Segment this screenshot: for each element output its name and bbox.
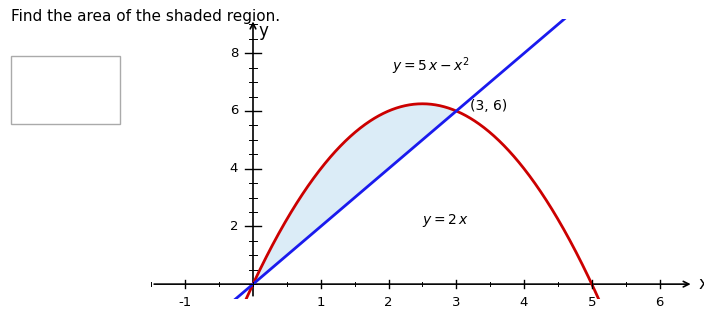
Text: x: x: [699, 275, 704, 293]
Text: 6: 6: [655, 296, 664, 309]
Text: 3: 3: [452, 296, 460, 309]
Text: 4: 4: [230, 162, 238, 175]
Text: 8: 8: [230, 47, 238, 60]
Text: 2: 2: [230, 220, 238, 233]
Text: 1: 1: [317, 296, 325, 309]
Text: $y = 5\,x - x^2$: $y = 5\,x - x^2$: [392, 55, 470, 77]
Text: -1: -1: [179, 296, 192, 309]
Text: 2: 2: [384, 296, 393, 309]
Text: $y = 2\,x$: $y = 2\,x$: [422, 211, 470, 229]
Text: 5: 5: [588, 296, 596, 309]
Text: y: y: [258, 21, 268, 39]
Text: 4: 4: [520, 296, 528, 309]
Text: 6: 6: [230, 104, 238, 118]
Text: (3, 6): (3, 6): [470, 99, 507, 113]
Text: Find the area of the shaded region.: Find the area of the shaded region.: [11, 9, 279, 24]
